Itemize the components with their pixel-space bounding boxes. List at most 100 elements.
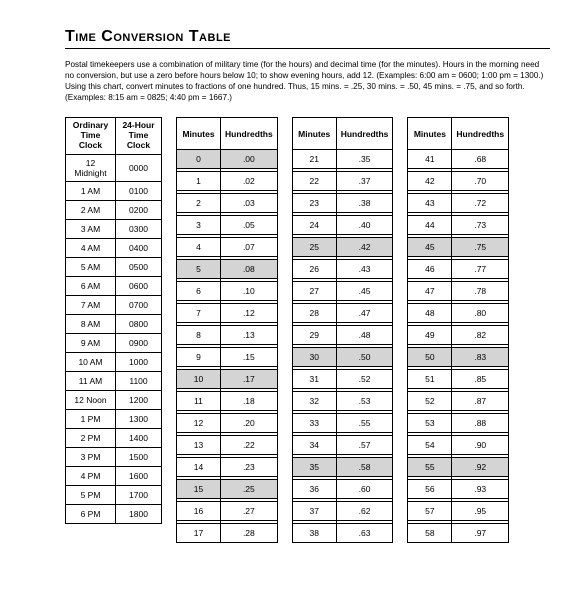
minutes-cell: 29 xyxy=(292,326,336,345)
table-row: 8.13 xyxy=(177,326,278,345)
mh-header-hundredths: Hundredths xyxy=(452,118,509,150)
hundredths-cell: .93 xyxy=(452,480,509,499)
hundredths-cell: .97 xyxy=(452,524,509,543)
minutes-cell: 57 xyxy=(408,502,452,521)
table-row: 58.97 xyxy=(408,524,509,543)
hundredths-cell: .25 xyxy=(221,480,278,499)
clock-cell-24hour: 1000 xyxy=(116,352,162,371)
hundredths-cell: .02 xyxy=(221,172,278,191)
clock-cell-ordinary: 5 AM xyxy=(66,257,116,276)
minutes-cell: 52 xyxy=(408,392,452,411)
hundredths-cell: .95 xyxy=(452,502,509,521)
clock-header-24hour: 24-Hour Time Clock xyxy=(116,118,162,154)
clock-cell-24hour: 1200 xyxy=(116,390,162,409)
table-row: 14.23 xyxy=(177,458,278,477)
minutes-cell: 42 xyxy=(408,172,452,191)
minutes-table-3: Minutes Hundredths 41.6842.7043.7244.734… xyxy=(407,117,509,543)
table-row: 17.28 xyxy=(177,524,278,543)
clock-cell-24hour: 1500 xyxy=(116,447,162,466)
minutes-cell: 58 xyxy=(408,524,452,543)
minutes-cell: 12 xyxy=(177,414,221,433)
minutes-cell: 44 xyxy=(408,216,452,235)
minutes-cell: 10 xyxy=(177,370,221,389)
clock-cell-ordinary: 4 PM xyxy=(66,466,116,485)
table-row: 2.03 xyxy=(177,194,278,213)
hundredths-cell: .68 xyxy=(452,150,509,169)
table-row: 11 AM1100 xyxy=(66,371,162,390)
table-row: 4 PM1600 xyxy=(66,466,162,485)
minutes-cell: 46 xyxy=(408,260,452,279)
table-row: 4 AM0400 xyxy=(66,238,162,257)
table-row: 26.43 xyxy=(292,260,393,279)
table-row: 41.68 xyxy=(408,150,509,169)
hundredths-cell: .17 xyxy=(221,370,278,389)
table-row: 2 PM1400 xyxy=(66,428,162,447)
intro-text: Postal timekeepers use a combination of … xyxy=(65,59,550,103)
clock-cell-24hour: 0300 xyxy=(116,219,162,238)
hundredths-cell: .63 xyxy=(336,524,393,543)
hundredths-cell: .43 xyxy=(336,260,393,279)
clock-cell-24hour: 1800 xyxy=(116,504,162,523)
clock-cell-ordinary: 9 AM xyxy=(66,333,116,352)
table-row: 12.20 xyxy=(177,414,278,433)
hundredths-cell: .38 xyxy=(336,194,393,213)
hundredths-cell: .85 xyxy=(452,370,509,389)
mh-header-minutes: Minutes xyxy=(408,118,452,150)
table-row: 5.08 xyxy=(177,260,278,279)
minutes-cell: 11 xyxy=(177,392,221,411)
clock-cell-ordinary: 11 AM xyxy=(66,371,116,390)
clock-cell-24hour: 1700 xyxy=(116,485,162,504)
clock-cell-24hour: 0800 xyxy=(116,314,162,333)
hundredths-cell: .50 xyxy=(336,348,393,367)
minutes-cell: 13 xyxy=(177,436,221,455)
clock-cell-ordinary: 6 AM xyxy=(66,276,116,295)
table-row: 55.92 xyxy=(408,458,509,477)
table-row: 3.05 xyxy=(177,216,278,235)
hundredths-cell: .90 xyxy=(452,436,509,455)
hundredths-cell: .03 xyxy=(221,194,278,213)
minutes-table-1: Minutes Hundredths 0.001.022.033.054.075… xyxy=(176,117,278,543)
clock-cell-24hour: 0600 xyxy=(116,276,162,295)
minutes-cell: 27 xyxy=(292,282,336,301)
table-row: 45.75 xyxy=(408,238,509,257)
clock-cell-ordinary: 3 PM xyxy=(66,447,116,466)
hundredths-cell: .00 xyxy=(221,150,278,169)
table-row: 42.70 xyxy=(408,172,509,191)
minutes-cell: 15 xyxy=(177,480,221,499)
minutes-cell: 43 xyxy=(408,194,452,213)
hundredths-cell: .70 xyxy=(452,172,509,191)
table-row: 32.53 xyxy=(292,392,393,411)
table-row: 53.88 xyxy=(408,414,509,433)
table-row: 6 AM0600 xyxy=(66,276,162,295)
minutes-cell: 56 xyxy=(408,480,452,499)
minutes-cell: 22 xyxy=(292,172,336,191)
minutes-cell: 48 xyxy=(408,304,452,323)
clock-cell-ordinary: 7 AM xyxy=(66,295,116,314)
table-row: 10 AM1000 xyxy=(66,352,162,371)
table-row: 0.00 xyxy=(177,150,278,169)
table-row: 37.62 xyxy=(292,502,393,521)
clock-cell-ordinary: 5 PM xyxy=(66,485,116,504)
hundredths-cell: .20 xyxy=(221,414,278,433)
hundredths-cell: .07 xyxy=(221,238,278,257)
table-row: 6 PM1800 xyxy=(66,504,162,523)
table-row: 5 PM1700 xyxy=(66,485,162,504)
mh-header-hundredths: Hundredths xyxy=(221,118,278,150)
minutes-cell: 37 xyxy=(292,502,336,521)
table-row: 25.42 xyxy=(292,238,393,257)
minutes-cell: 36 xyxy=(292,480,336,499)
minutes-cell: 25 xyxy=(292,238,336,257)
minutes-cell: 41 xyxy=(408,150,452,169)
minutes-cell: 14 xyxy=(177,458,221,477)
minutes-cell: 17 xyxy=(177,524,221,543)
hundredths-cell: .60 xyxy=(336,480,393,499)
table-row: 9 AM0900 xyxy=(66,333,162,352)
minutes-cell: 45 xyxy=(408,238,452,257)
table-row: 49.82 xyxy=(408,326,509,345)
hundredths-cell: .52 xyxy=(336,370,393,389)
hundredths-cell: .15 xyxy=(221,348,278,367)
minutes-cell: 31 xyxy=(292,370,336,389)
hundredths-cell: .13 xyxy=(221,326,278,345)
table-row: 52.87 xyxy=(408,392,509,411)
table-row: 36.60 xyxy=(292,480,393,499)
